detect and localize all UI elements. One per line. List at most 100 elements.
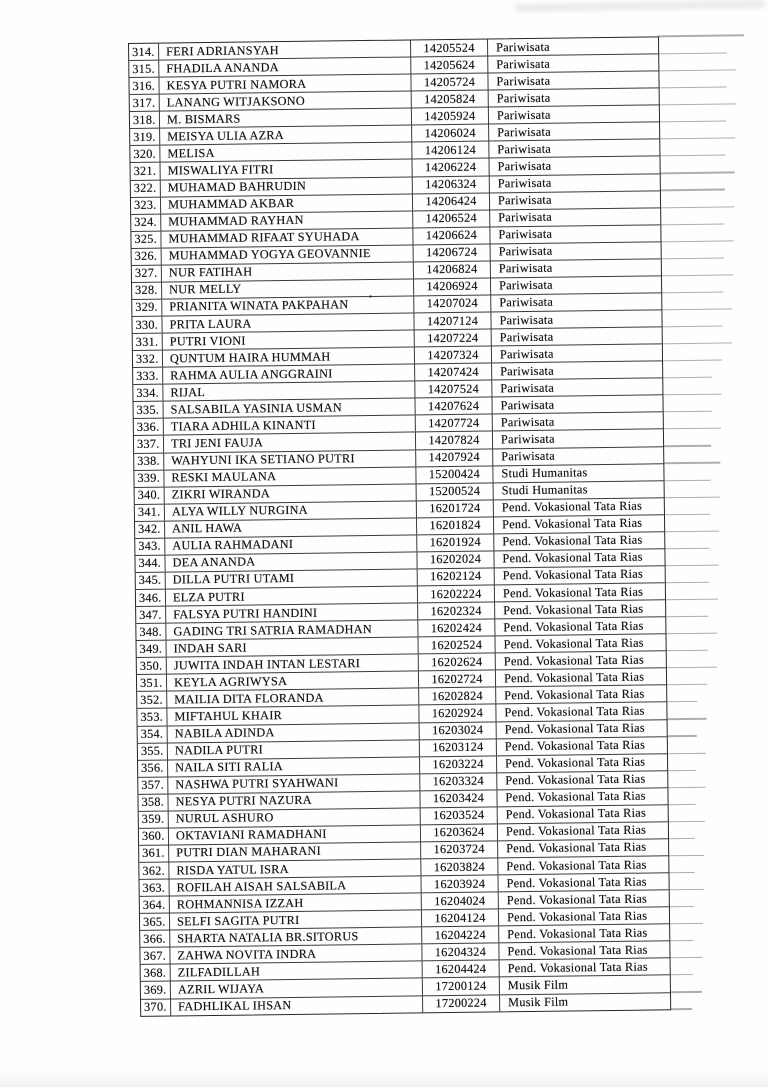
cell-id: 16203824: [421, 858, 499, 876]
cell-program: Pend. Vokasional Tata Rias: [507, 942, 648, 959]
cell-id: 14206924: [413, 278, 492, 296]
cell-id: 16203424: [420, 790, 498, 808]
cell-program: Pend. Vokasional Tata Rias: [503, 601, 644, 617]
scan-line-tail: [663, 513, 710, 516]
scan-speck: [369, 295, 372, 298]
scan-line-tail: [659, 137, 736, 140]
cell-id: 14206624: [413, 227, 491, 245]
cell-name: TRI JENI FAUJA: [163, 432, 417, 453]
cell-name: FERI ADRIANSYAH: [159, 40, 412, 60]
cell-id: 14207624: [415, 397, 493, 415]
scan-line-tail: [668, 854, 705, 857]
cell-no: 326.: [131, 248, 162, 265]
cell-program: Pend. Vokasional Tata Rias: [506, 891, 648, 907]
cell-name: NASHWA PUTRI SYAHWANI: [168, 774, 421, 794]
cell-no: 346.: [135, 589, 167, 607]
cell-id: 14207124: [414, 312, 492, 330]
cell-program: Pend. Vokasional Tata Rias: [502, 549, 643, 566]
cell-id: 16203724: [421, 841, 499, 859]
cell-program: Pend. Vokasional Tata Rias: [502, 584, 644, 600]
scan-line-tail: [665, 615, 709, 618]
cell-name: NUR FATIHAH: [161, 262, 414, 282]
cell-id: 17200124: [422, 977, 500, 995]
cell-program: Pend. Vokasional Tata Rias: [501, 515, 643, 532]
cell-name: NURUL ASHURO: [168, 808, 421, 828]
cell-program: Musik Film: [507, 977, 569, 993]
cell-id: 16202724: [418, 670, 497, 688]
scan-line-tail: [666, 701, 698, 703]
cell-id: 16204124: [421, 909, 500, 927]
cell-name: ZAHWA NOVITA INDRA: [170, 944, 423, 964]
cell-id: 14206124: [412, 141, 490, 159]
scan-line-tail: [660, 223, 725, 226]
cell-id: 14207924: [416, 448, 494, 466]
cell-program: Pariwisata: [497, 192, 552, 208]
scan-line-tail: [669, 922, 704, 925]
cell-no: 358.: [138, 794, 169, 811]
scan-line-tail: [666, 752, 706, 754]
cell-id: 14207724: [415, 414, 493, 432]
cell-name: GADING TRI SATRIA RAMADHAN: [166, 620, 419, 640]
cell-no: 335.: [133, 401, 164, 419]
cell-id: 16204324: [422, 943, 500, 961]
scan-line-tail: [660, 274, 733, 277]
cell-id: 14205624: [411, 56, 489, 74]
scan-line-tail: [662, 359, 723, 362]
cell-id: 16202024: [417, 551, 495, 569]
cell-no: 344.: [135, 555, 166, 572]
scan-line-tail: [661, 342, 732, 345]
cell-name: NABILA ADINDA: [167, 722, 420, 743]
cell-program: Pariwisata: [496, 56, 551, 71]
cell-program: Pariwisata: [500, 431, 555, 447]
cell-name: ALYA WILLY NURGINA: [164, 501, 417, 521]
scan-line-tail: [667, 786, 706, 789]
scan-artifact-top-streak: [514, 0, 766, 12]
cell-no: 328.: [132, 282, 163, 299]
cell-name: WAHYUNI IKA SETIANO PUTRI: [164, 449, 417, 470]
cell-name: MEISYA ULIA AZRA: [160, 125, 413, 145]
cell-no: 365.: [139, 913, 171, 931]
cell-no: 370.: [141, 999, 172, 1016]
cell-name: PRITA LAURA: [162, 313, 415, 333]
scan-line-tail: [664, 581, 709, 584]
cell-no: 336.: [133, 418, 164, 436]
cell-program: Pariwisata: [499, 312, 554, 327]
cell-name: JUWITA INDAH INTAN LESTARI: [166, 654, 419, 674]
scan-line-tail: [660, 257, 724, 260]
cell-id: 16201924: [417, 534, 495, 552]
cell-name: PUTRI VIONI: [162, 330, 415, 350]
cell-program: Pend. Vokasional Tata Rias: [507, 959, 648, 976]
cell-name: OKTAVIANI RAMADHANI: [168, 825, 422, 845]
cell-no: 338.: [134, 453, 165, 470]
cell-program: Pend. Vokasional Tata Rias: [506, 857, 647, 873]
cell-name: ZIKRI WIRANDA: [164, 484, 417, 504]
scan-line-tail: [659, 120, 727, 123]
cell-name: PRIANITA WINATA PAKPAHAN: [162, 296, 415, 316]
cell-name: FHADILA ANANDA: [159, 57, 412, 77]
cell-name: FALSYA PUTRI HANDINI: [166, 603, 419, 623]
cell-no: 324.: [131, 214, 162, 231]
cell-no: 349.: [136, 640, 167, 658]
scan-line-tail: [669, 957, 703, 959]
cell-name: ANIL HAWA: [165, 518, 418, 538]
cell-name: LANANG WITJAKSONO: [159, 91, 412, 111]
cell-name: DILLA PUTRI UTAMI: [165, 569, 418, 589]
cell-id: 16201824: [416, 517, 495, 535]
cell-program: Pend. Vokasional Tata Rias: [506, 840, 647, 856]
cell-id: 16201724: [416, 500, 494, 518]
cell-program: Pariwisata: [501, 448, 556, 464]
scan-line-tail: [668, 906, 694, 908]
cell-id: 16203524: [420, 807, 498, 825]
cell-no: 315.: [129, 60, 160, 78]
cell-no: 322.: [130, 180, 161, 197]
cell-program: Pariwisata: [498, 226, 553, 242]
cell-no: 340.: [134, 487, 165, 504]
scan-line-tail: [663, 462, 721, 464]
cell-id: 16204424: [422, 960, 500, 978]
scan-line-tail: [662, 427, 721, 430]
cell-program: Pariwisata: [500, 397, 555, 413]
cell-program: Pend. Vokasional Tata Rias: [503, 652, 645, 669]
scan-line-tail: [660, 205, 735, 208]
cell-id: 14207024: [414, 295, 492, 313]
cell-no: 359.: [138, 811, 169, 828]
